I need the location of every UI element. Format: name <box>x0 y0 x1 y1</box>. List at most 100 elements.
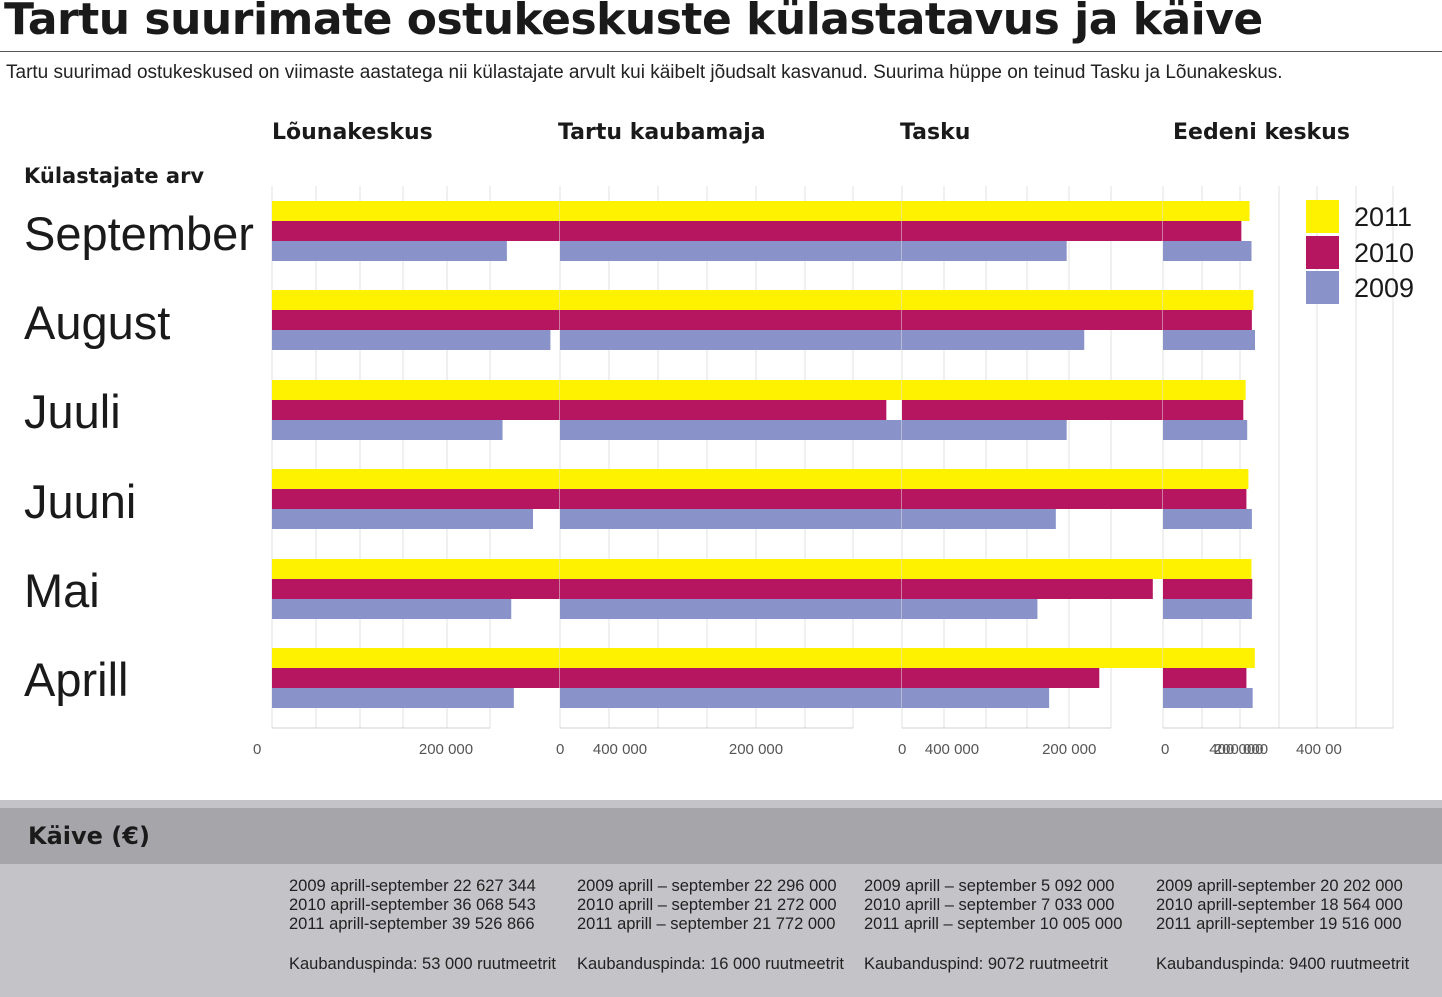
bar-2011-august <box>272 290 629 310</box>
bar-2010-aprill <box>272 668 607 688</box>
x-tick-label: 400 000 <box>925 741 979 758</box>
bar-2011-juuni <box>1163 469 1249 489</box>
revenue-line: 2010 aprill-september 36 068 543 <box>289 896 536 914</box>
retail-area: Kaubanduspinda: 9400 ruutmeetrit <box>1156 955 1410 973</box>
x-tick-label: 200 000 <box>1042 741 1096 758</box>
revenue-line: 2009 aprill – september 5 092 000 <box>864 877 1115 895</box>
bar-2009-mai <box>560 599 936 619</box>
bar-2009-aprill <box>1163 688 1253 708</box>
bar-2010-august <box>902 310 1214 330</box>
panel-title-lounakeskus: Lõunakeskus <box>272 120 433 145</box>
month-label-september: September <box>24 207 254 260</box>
revenue-top-strip <box>0 800 1442 808</box>
month-label-juuli: Juuli <box>24 385 121 438</box>
bar-2010-august <box>1163 310 1252 330</box>
bar-2009-aprill <box>902 688 1050 708</box>
bar-2010-august <box>560 310 908 330</box>
revenue-body <box>0 864 1442 997</box>
revenue-label: Käive (€) <box>28 822 150 850</box>
month-label-august: August <box>24 296 171 349</box>
x-tick-label: 400 00 <box>1296 741 1342 758</box>
month-label-mai: Mai <box>24 564 100 617</box>
bar-2010-aprill <box>1163 668 1247 688</box>
bar-2011-juuli <box>560 380 1003 400</box>
bar-2010-juuni <box>1163 489 1247 509</box>
metric-label: Külastajate arv <box>24 164 205 188</box>
panel-title-kaubamaja: Tartu kaubamaja <box>558 120 766 145</box>
bar-2009-juuni <box>902 509 1056 529</box>
retail-area: Kaubanduspind: 9072 ruutmeetrit <box>864 955 1109 973</box>
bar-2009-juuni <box>560 509 938 529</box>
bar-2010-september <box>902 221 1209 241</box>
legend-swatch-2010 <box>1306 236 1339 269</box>
bar-2010-juuli <box>1163 400 1244 420</box>
bar-2011-juuli <box>272 380 612 400</box>
revenue-line: 2011 aprill – september 10 005 000 <box>864 915 1123 933</box>
page-subtitle: Tartu suurimad ostukeskused on viimaste … <box>6 62 1283 83</box>
bar-2011-mai <box>1163 559 1247 579</box>
revenue-line: 2010 aprill – september 7 033 000 <box>864 896 1115 914</box>
bar-2010-september <box>272 221 596 241</box>
x-tick-label: 0 <box>1161 741 1169 758</box>
legend-label-2009: 2009 <box>1354 273 1415 303</box>
x-tick-label: 0 <box>253 741 261 758</box>
x-tick-label: 0 <box>556 741 564 758</box>
bar-2010-august <box>272 310 634 330</box>
bar-2011-september <box>272 201 603 221</box>
x-tick-label: 400 000 <box>593 741 647 758</box>
legend-label-2010: 2010 <box>1354 238 1415 268</box>
x-tick-label: 0 <box>898 741 906 758</box>
bar-2010-mai <box>560 579 938 599</box>
bar-2011-juuli <box>1163 380 1246 400</box>
bar-2009-juuni <box>1163 509 1252 529</box>
bar-2009-september <box>1163 241 1252 261</box>
bar-2010-september <box>560 221 925 241</box>
revenue-line: 2009 aprill-september 20 202 000 <box>1156 877 1403 895</box>
bar-2011-juuni <box>902 469 1248 489</box>
revenue-line: 2010 aprill-september 18 564 000 <box>1156 896 1403 914</box>
month-label-juuni: Juuni <box>24 475 137 528</box>
bar-2009-august <box>560 330 917 350</box>
bar-2011-juuni <box>560 469 1011 489</box>
bar-2010-aprill <box>902 668 1100 688</box>
bar-2009-juuni <box>272 509 533 529</box>
bar-2010-juuli <box>902 400 1168 420</box>
bar-2011-september <box>1163 201 1250 221</box>
bar-2010-juuni <box>272 489 634 509</box>
title-divider <box>0 51 1442 52</box>
bar-2009-mai <box>272 599 512 619</box>
bar-2010-mai <box>1163 579 1253 599</box>
bar-2009-september <box>560 241 954 261</box>
legend-label-2011: 2011 <box>1354 202 1413 232</box>
bar-2011-aprill <box>272 648 638 668</box>
x-tick-label: 400 000 <box>1209 741 1263 758</box>
revenue-line: 2011 aprill-september 39 526 866 <box>289 915 535 933</box>
bar-2009-juuli <box>272 420 503 440</box>
bar-2009-september <box>902 241 1067 261</box>
bar-2009-mai <box>902 599 1038 619</box>
bar-2011-mai <box>272 559 612 579</box>
revenue-header-bar <box>0 808 1442 864</box>
bar-2009-juuli <box>1163 420 1248 440</box>
bar-2010-mai <box>272 579 616 599</box>
bar-2011-juuli <box>902 380 1212 400</box>
bar-2009-august <box>902 330 1085 350</box>
bar-2011-juuni <box>272 469 651 489</box>
bar-2010-juuli <box>560 400 887 420</box>
legend-swatch-2009 <box>1306 271 1339 304</box>
bar-2010-mai <box>902 579 1153 599</box>
panel-title-tasku: Tasku <box>900 120 971 145</box>
retail-area: Kaubanduspinda: 16 000 ruutmeetrit <box>577 955 844 973</box>
bar-2009-aprill <box>272 688 514 708</box>
revenue-line: 2011 aprill-september 19 516 000 <box>1156 915 1402 933</box>
bar-2011-august <box>1163 290 1254 310</box>
bar-2011-september <box>902 201 1241 221</box>
bar-2009-september <box>272 241 507 261</box>
revenue-line: 2009 aprill – september 22 296 000 <box>577 877 837 895</box>
revenue-line: 2009 aprill-september 22 627 344 <box>289 877 536 895</box>
bar-2009-august <box>1163 330 1255 350</box>
bar-2010-juuni <box>902 489 1190 509</box>
bar-2009-juuli <box>902 420 1067 440</box>
bar-2010-september <box>1163 221 1242 241</box>
